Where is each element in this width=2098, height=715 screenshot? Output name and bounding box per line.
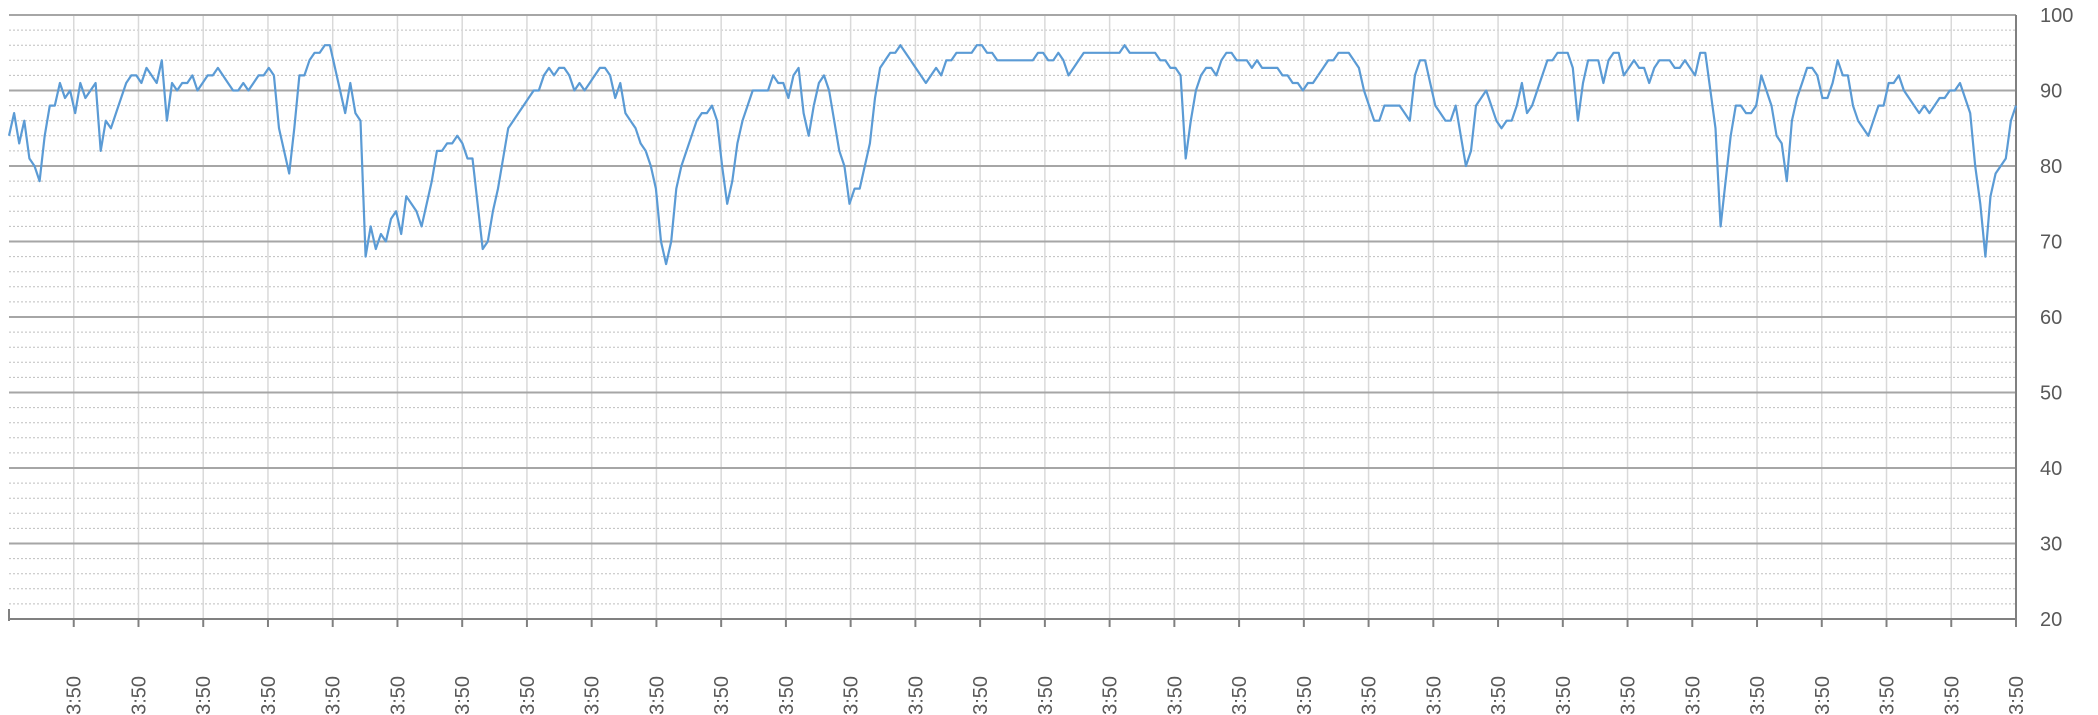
x-tick-label: 23:50 [323, 676, 345, 715]
x-tick-label: 23:50 [64, 676, 86, 715]
y-tick-label: 70 [2040, 232, 2062, 254]
x-tick-label: 23:50 [1747, 676, 1769, 715]
x-tick-label: 23:50 [1359, 676, 1381, 715]
x-tick-label: 23:50 [1164, 676, 1186, 715]
series-line [7, 44, 2018, 266]
axes [8, 15, 2017, 627]
x-tick-label: 23:50 [776, 676, 798, 715]
y-tick-label: 50 [2040, 383, 2062, 405]
x-tick-label: 23:50 [970, 676, 992, 715]
x-tick-label: 23:50 [582, 676, 604, 715]
y-tick-label: 100 [2040, 5, 2073, 27]
x-tick-label: 23:50 [1100, 676, 1122, 715]
x-tick-label: 23:50 [128, 676, 150, 715]
x-tick-label: 23:50 [1488, 676, 1510, 715]
x-tick-label: 23:50 [841, 676, 863, 715]
x-tick-label: 23:50 [258, 676, 280, 715]
x-tick-label: 23:50 [1294, 676, 1316, 715]
x-tick-label: 23:50 [1877, 676, 1899, 715]
x-tick-label: 23:50 [452, 676, 474, 715]
series-layer [7, 44, 2018, 266]
y-tick-label: 60 [2040, 307, 2062, 329]
y-tick-labels: 20 30 40 50 60 70 80 90 100 [2040, 5, 2073, 631]
x-tick-label: 23:50 [1941, 676, 1963, 715]
x-tick-label: 23:50 [1553, 676, 1575, 715]
x-tick-label: 23:50 [1035, 676, 1057, 715]
y-tick-label: 30 [2040, 534, 2062, 556]
y-tick-label: 20 [2040, 609, 2062, 631]
x-tick-label: 23:50 [1423, 676, 1445, 715]
y-tick-label: 90 [2040, 81, 2062, 103]
x-tick-label: 23:50 [1682, 676, 1704, 715]
x-tick-label: 23:50 [1229, 676, 1251, 715]
x-tick-label: 23:50 [193, 676, 215, 715]
x-tick-label: 23:50 [1618, 676, 1640, 715]
x-tick-label: 23:50 [905, 676, 927, 715]
y-tick-label: 40 [2040, 458, 2062, 480]
x-tick-label: 23:50 [646, 676, 668, 715]
x-tick-label: 23:50 [387, 676, 409, 715]
x-tick-label: 23:50 [711, 676, 733, 715]
x-tick-labels: 23:50 23:50 23:50 23:50 23:50 23:50 23:50 23:50… [64, 676, 2028, 715]
y-tick-label: 80 [2040, 156, 2062, 178]
x-tick-label: 23:50 [2006, 676, 2028, 715]
x-tick-label: 23:50 [517, 676, 539, 715]
x-tick-label: 23:50 [1812, 676, 1834, 715]
grid-lines [9, 14, 2017, 619]
